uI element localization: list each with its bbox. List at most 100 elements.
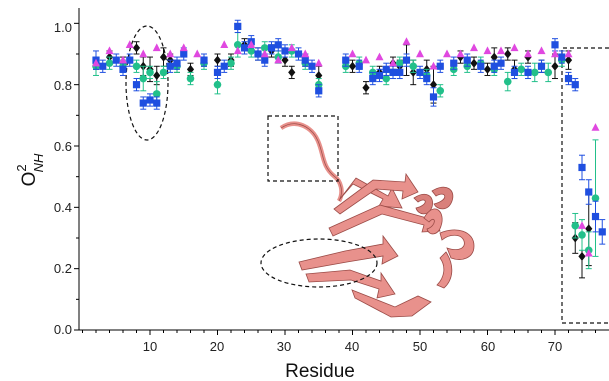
y-axis-title-sup: 2 <box>14 164 29 171</box>
data-point-blue <box>423 74 431 83</box>
data-point-green <box>571 221 580 230</box>
data-point-blue <box>146 96 154 104</box>
data-point-blue <box>166 62 174 70</box>
data-point-green <box>395 59 404 67</box>
data-point-magenta <box>375 52 384 61</box>
data-point-magenta <box>233 46 242 55</box>
data-point-blue <box>301 56 309 64</box>
data-point-blue <box>396 68 404 76</box>
data-point-blue <box>564 74 573 83</box>
annotation-ellipse-lower <box>260 238 378 288</box>
x-axis-title: Residue <box>285 361 355 381</box>
data-point-magenta <box>578 221 586 229</box>
data-point-blue <box>382 65 390 73</box>
data-point-blue <box>180 50 188 58</box>
data-point-blue <box>99 62 107 70</box>
data-point-magenta <box>105 46 114 55</box>
data-point-green <box>186 74 195 83</box>
data-point-blue <box>598 228 606 236</box>
data-point-blue <box>591 212 600 221</box>
data-point-magenta <box>510 43 519 52</box>
data-point-magenta <box>119 55 127 64</box>
data-point-blue <box>490 62 498 70</box>
protein-ribbon-illustration <box>279 121 475 318</box>
data-point-magenta <box>416 49 424 58</box>
data-point-black <box>585 224 593 234</box>
data-point-black <box>551 61 559 71</box>
data-point-magenta <box>443 49 451 58</box>
data-point-green <box>227 59 235 67</box>
data-point-black <box>470 58 478 68</box>
data-point-blue <box>139 99 147 107</box>
data-point-green <box>213 80 222 89</box>
data-point-magenta <box>429 61 438 70</box>
data-point-green <box>233 41 242 49</box>
data-point-blue <box>355 62 363 70</box>
data-point-magenta <box>551 49 559 58</box>
data-point-blue <box>510 68 519 76</box>
data-point-magenta <box>139 49 148 58</box>
data-point-blue <box>558 53 566 61</box>
data-point-blue <box>463 56 471 64</box>
data-point-green <box>105 59 114 67</box>
data-point-black <box>315 70 323 80</box>
data-point-magenta <box>274 55 283 64</box>
data-point-green <box>591 194 600 202</box>
data-point-green <box>132 62 141 71</box>
data-point-blue <box>402 56 411 64</box>
data-point-blue <box>389 68 397 76</box>
y-tick-label: 0.2 <box>54 261 72 276</box>
data-point-green <box>530 68 539 77</box>
data-point-green <box>382 74 391 83</box>
data-point-magenta <box>193 49 202 58</box>
data-point-black <box>186 64 195 74</box>
series-blue <box>92 19 606 245</box>
data-point-blue <box>132 81 141 89</box>
data-point-blue <box>578 163 586 172</box>
data-point-blue <box>429 93 438 101</box>
plot-area <box>92 19 606 279</box>
annotation-box-loop <box>267 115 339 182</box>
data-point-blue <box>416 68 424 76</box>
data-point-magenta <box>402 37 411 45</box>
y-tick-label: 0.6 <box>54 139 72 154</box>
data-point-blue <box>261 56 269 64</box>
data-point-magenta <box>537 46 546 55</box>
data-point-blue <box>281 47 289 55</box>
data-point-magenta <box>456 49 465 58</box>
data-point-black <box>429 80 438 90</box>
data-point-black <box>348 61 357 71</box>
data-point-green <box>260 44 269 52</box>
data-point-magenta <box>220 40 229 48</box>
data-point-magenta <box>247 40 256 48</box>
data-point-magenta <box>166 49 175 58</box>
data-point-green <box>139 74 148 83</box>
data-point-blue <box>450 59 458 67</box>
y-tick-label: 1.0 <box>54 20 72 35</box>
y-tick-labels: 0.0 0.2 0.4 0.6 0.8 1.0 <box>54 20 72 337</box>
x-tick-label: 40 <box>345 339 359 354</box>
annotation-box-tail <box>561 47 609 324</box>
data-point-green <box>517 65 526 74</box>
data-point-blue <box>571 81 579 89</box>
x-tick-label: 20 <box>210 339 224 354</box>
data-point-blue <box>315 87 323 95</box>
data-point-green <box>436 87 445 95</box>
data-point-blue <box>585 188 593 196</box>
data-point-green <box>578 231 586 239</box>
data-point-blue <box>240 44 249 52</box>
data-point-magenta <box>314 58 323 67</box>
data-point-blue <box>308 62 316 70</box>
data-point-blue <box>342 56 350 64</box>
data-point-magenta <box>591 123 600 131</box>
data-point-magenta <box>260 49 269 58</box>
data-point-magenta <box>584 248 593 257</box>
data-point-blue <box>173 59 181 67</box>
data-point-blue <box>497 59 505 67</box>
data-point-blue <box>254 50 262 58</box>
data-point-green <box>503 77 512 86</box>
data-point-blue <box>112 56 120 64</box>
data-point-blue <box>524 68 532 76</box>
